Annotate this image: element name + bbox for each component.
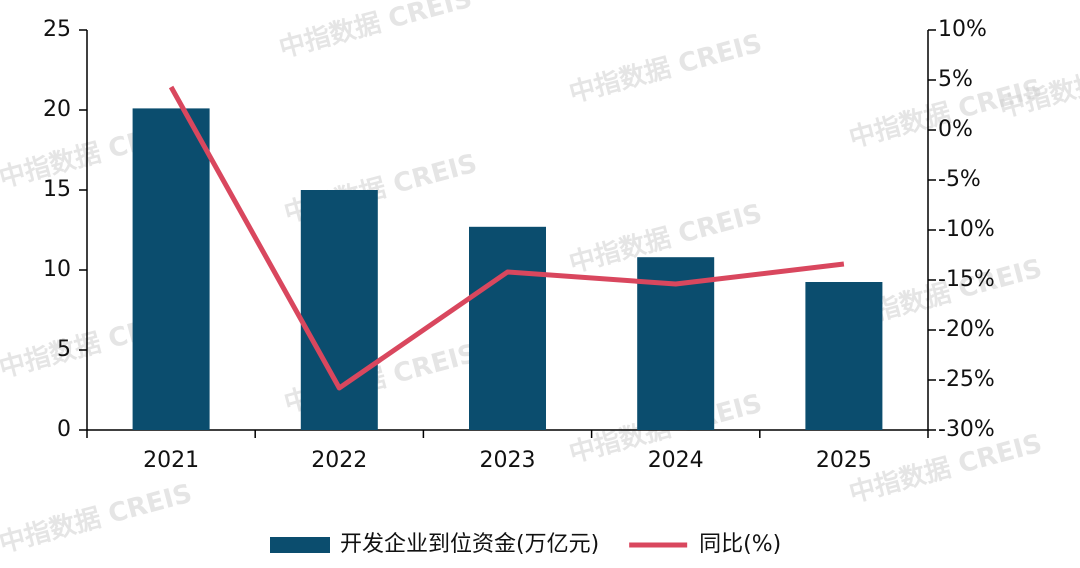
y2-tick-label: -20% xyxy=(938,317,995,342)
y2-tick-label: -10% xyxy=(938,217,995,242)
y-tick-label: 15 xyxy=(43,177,71,202)
y2-tick-label: -30% xyxy=(938,417,995,442)
bar xyxy=(132,108,210,431)
watermark: 中指数据 CREIS xyxy=(0,479,195,559)
y2-tick-label: -25% xyxy=(938,367,995,392)
legend-label: 开发企业到位资金(万亿元) xyxy=(340,532,599,557)
y2-tick-label: -15% xyxy=(938,267,995,292)
y2-tick-label: 10% xyxy=(938,17,987,42)
legend-swatch xyxy=(270,537,330,553)
y-tick-label: 5 xyxy=(57,337,71,362)
line xyxy=(168,85,845,391)
bar xyxy=(300,190,378,430)
y-tick-label: 0 xyxy=(57,417,71,442)
bar xyxy=(805,282,883,430)
legend-label: 同比(%) xyxy=(699,532,781,557)
watermark: 中指数据 CREIS xyxy=(566,29,765,109)
y2-tick-label: -5% xyxy=(938,167,981,192)
watermark: 中指数据 CREIS xyxy=(276,0,475,64)
y2-tick-label: 5% xyxy=(938,67,973,92)
x-tick-label: 2025 xyxy=(816,448,872,473)
x-tick-label: 2021 xyxy=(143,448,199,473)
x-tick-label: 2022 xyxy=(311,448,367,473)
x-tick-label: 2023 xyxy=(480,448,536,473)
y-tick-label: 25 xyxy=(43,17,71,42)
bar xyxy=(469,226,546,430)
y-tick-label: 10 xyxy=(43,257,71,282)
x-tick-label: 2024 xyxy=(648,448,704,473)
y-tick-label: 20 xyxy=(43,97,71,122)
y2-tick-label: 0% xyxy=(938,117,973,142)
